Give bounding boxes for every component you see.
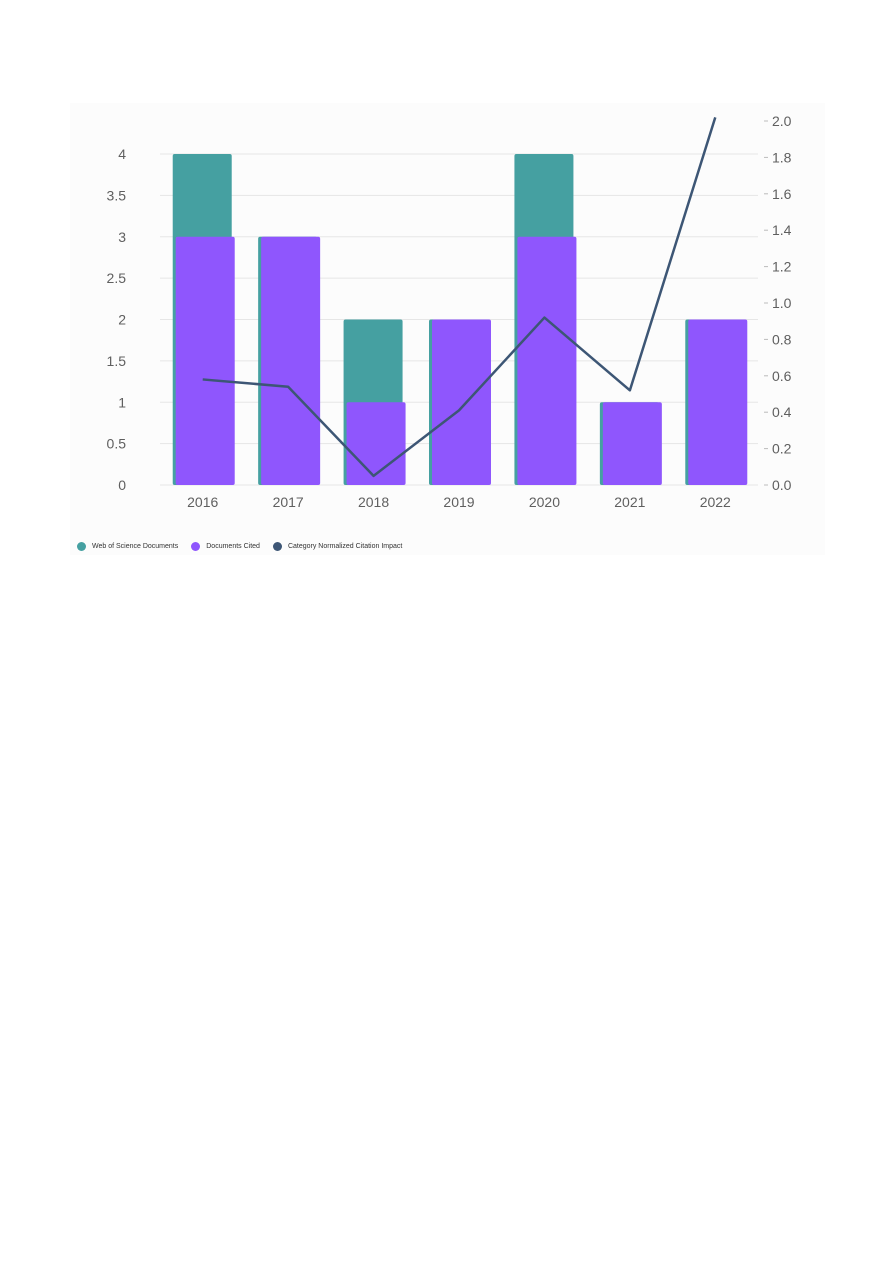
y-right-tick-label: 1.2 [772,259,792,275]
y-right-tick-label: 1.4 [772,222,792,238]
x-tick-label: 2018 [358,494,389,510]
bar-documents-cited [602,402,662,485]
combo-chart: 0 0.5 1 1.5 2 2.5 3 3.5 4 0.0 0.2 0.4 0.6 0.8 1.0 1.2 1.… [107,113,792,510]
chart-legend: Web of Science Documents Documents Cited… [77,542,415,551]
legend-item-cnci[interactable]: Category Normalized Citation Impact [272,542,403,551]
legend-swatch-purple [191,542,201,551]
x-tick-label: 2021 [614,494,645,510]
bar-documents-cited [261,236,321,485]
y-left-tick-label: 4 [118,146,126,162]
y-right-tick-label: 0.8 [772,331,792,347]
y-right-tick-label: 0.2 [772,441,792,457]
x-tick-label: 2016 [187,494,218,510]
y-right-tick-label: 0.4 [772,404,792,420]
x-tick-label: 2017 [273,494,304,510]
y-left-tick-label: 3.5 [107,187,127,203]
legend-label: Category Normalized Citation Impact [287,543,403,550]
legend-label: Documents Cited [206,543,260,550]
y-right-tick-label: 0.6 [772,368,792,384]
y-left-tick-label: 2.5 [107,270,127,286]
legend-item-documents-cited[interactable]: Documents Cited [191,542,260,551]
y-right-tick-label: 2.0 [772,113,792,129]
y-left-tick-label: 1.5 [107,353,127,369]
y-left-tick-label: 0.5 [107,436,127,452]
y-left-tick-label: 0 [118,477,126,493]
x-tick-label: 2019 [443,494,474,510]
y-left-tick-label: 1 [118,394,126,410]
bar-documents-cited [175,236,235,485]
y-right-tick-label: 1.6 [772,186,792,202]
legend-swatch-teal [77,542,86,551]
y-left-tick-label: 3 [118,229,126,245]
x-tick-label: 2020 [529,494,560,510]
chart-panel: 0 0.5 1 1.5 2 2.5 3 3.5 4 0.0 0.2 0.4 0.6 0.8 1.0 1.2 1.… [70,103,825,555]
legend-item-wos-documents[interactable]: Web of Science Documents [77,542,178,551]
y-right-tick-label: 0.0 [772,477,792,493]
y-left-tick-label: 2 [118,312,126,328]
x-tick-label: 2022 [700,494,731,510]
legend-label: Web of Science Documents [92,543,179,550]
bar-documents-cited [688,319,748,485]
bar-documents-cited [517,236,577,485]
y-right-tick-label: 1.8 [772,149,792,165]
y-right-tick-label: 1.0 [772,295,792,311]
legend-swatch-navy [272,542,282,551]
line-cnci [202,116,717,478]
bar-documents-cited [432,319,491,485]
